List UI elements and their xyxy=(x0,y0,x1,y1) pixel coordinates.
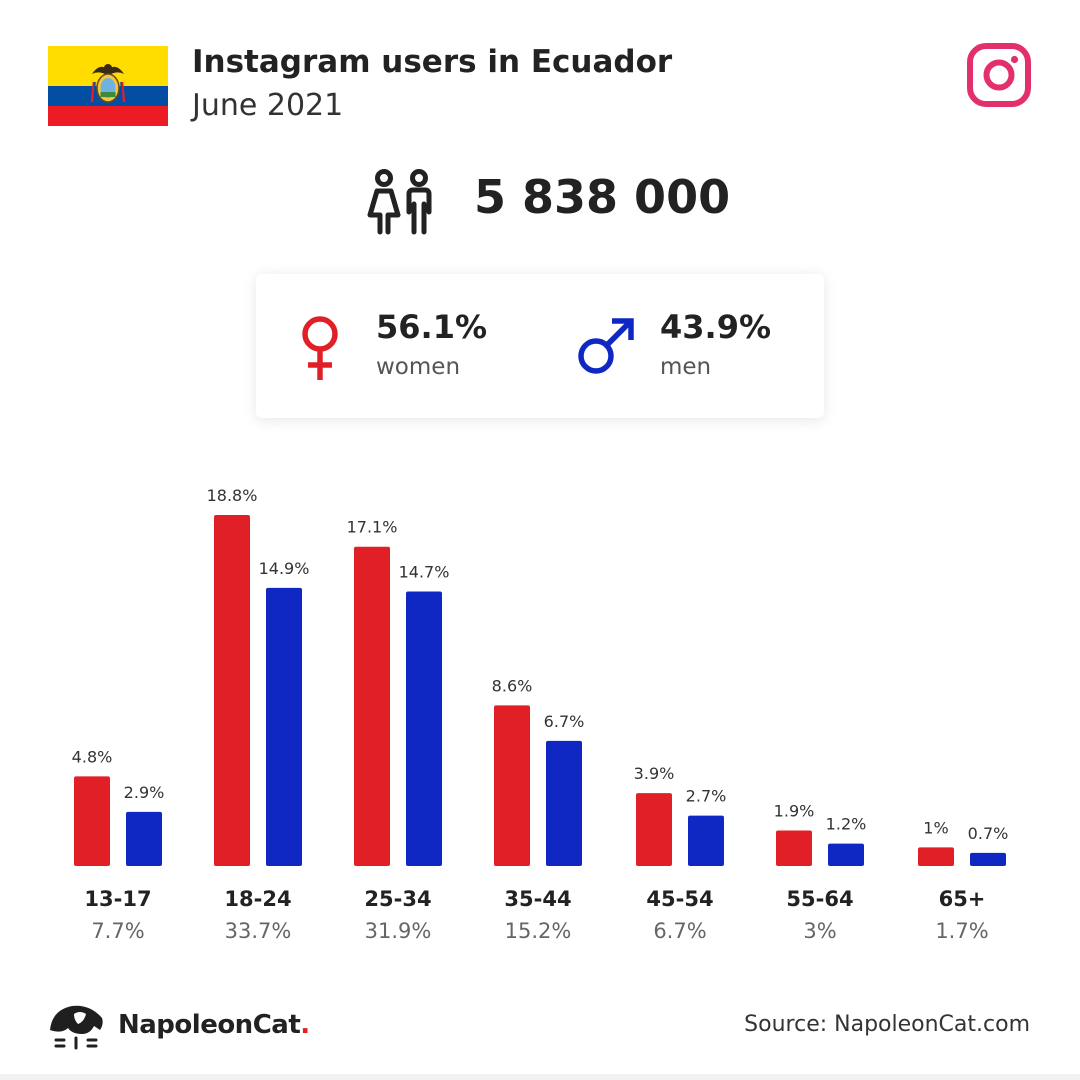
bar-men-35-44 xyxy=(546,740,582,866)
bar-women-13-17 xyxy=(74,776,110,866)
category-total-35-44: 15.2% xyxy=(505,919,572,943)
male-symbol-icon xyxy=(578,318,634,374)
data-label-women-55-64: 1.9% xyxy=(774,802,815,821)
data-label-men-45-54: 2.7% xyxy=(686,787,727,806)
category-total-55-64: 3% xyxy=(803,919,836,943)
data-label-women-65+: 1% xyxy=(923,818,948,837)
data-label-men-25-34: 14.7% xyxy=(399,563,450,582)
instagram-icon[interactable] xyxy=(966,42,1032,108)
category-total-13-17: 7.7% xyxy=(91,919,144,943)
total-users-value: 5 838 000 xyxy=(474,170,731,224)
men-percentage: 43.9% xyxy=(660,308,772,346)
category-total-18-24: 33.7% xyxy=(225,919,292,943)
category-label-45-54: 45-54 xyxy=(646,887,713,911)
bar-women-55-64 xyxy=(776,830,812,866)
brand-name: NapoleonCat. xyxy=(118,1010,310,1040)
category-label-35-44: 35-44 xyxy=(504,887,571,911)
bar-women-35-44 xyxy=(494,705,530,866)
napoleoncat-logo-icon xyxy=(50,1005,103,1050)
data-label-women-18-24: 18.8% xyxy=(207,486,258,505)
data-label-women-45-54: 3.9% xyxy=(634,764,675,783)
bar-men-65+ xyxy=(970,852,1006,866)
data-label-men-35-44: 6.7% xyxy=(544,712,585,731)
data-label-women-13-17: 4.8% xyxy=(72,747,113,766)
men-label: men xyxy=(660,354,712,380)
coat-of-arms-icon xyxy=(90,64,126,103)
age-gender-bar-chart: 4.8% 2.9% 13-17 7.7% 18.8% 14.9% 18-24 33.7% 17.… xyxy=(72,486,1009,943)
data-label-women-25-34: 17.1% xyxy=(347,518,398,537)
bar-women-65+ xyxy=(918,847,954,866)
category-label-55-64: 55-64 xyxy=(786,887,853,911)
page-title: Instagram users in Ecuador xyxy=(192,44,673,80)
users-icon xyxy=(367,169,432,235)
women-percentage: 56.1% xyxy=(376,308,488,346)
category-total-25-34: 31.9% xyxy=(365,919,432,943)
category-total-65+: 1.7% xyxy=(935,919,988,943)
bar-women-25-34 xyxy=(354,546,390,866)
page-subtitle: June 2021 xyxy=(192,88,344,123)
female-symbol-icon xyxy=(302,316,338,380)
category-total-45-54: 6.7% xyxy=(653,919,706,943)
bar-women-18-24 xyxy=(214,515,250,866)
bar-men-45-54 xyxy=(688,815,724,866)
bottom-strip xyxy=(0,1074,1080,1080)
category-label-18-24: 18-24 xyxy=(224,887,291,911)
data-label-women-35-44: 8.6% xyxy=(492,676,533,695)
bar-men-18-24 xyxy=(266,587,302,866)
gender-card: 56.1% women 43.9% men xyxy=(256,274,824,418)
data-label-men-18-24: 14.9% xyxy=(259,559,310,578)
bar-women-45-54 xyxy=(636,793,672,866)
category-label-25-34: 25-34 xyxy=(364,887,431,911)
bar-men-25-34 xyxy=(406,591,442,866)
bar-men-55-64 xyxy=(828,843,864,866)
category-label-65+: 65+ xyxy=(939,887,986,911)
women-label: women xyxy=(376,354,461,380)
category-label-13-17: 13-17 xyxy=(84,887,151,911)
ecuador-flag-icon xyxy=(48,46,168,126)
data-label-men-55-64: 1.2% xyxy=(826,815,867,834)
bar-men-13-17 xyxy=(126,811,162,866)
source-text: Source: NapoleonCat.com xyxy=(744,1012,1030,1037)
data-label-men-65+: 0.7% xyxy=(968,824,1009,843)
data-label-men-13-17: 2.9% xyxy=(124,783,165,802)
